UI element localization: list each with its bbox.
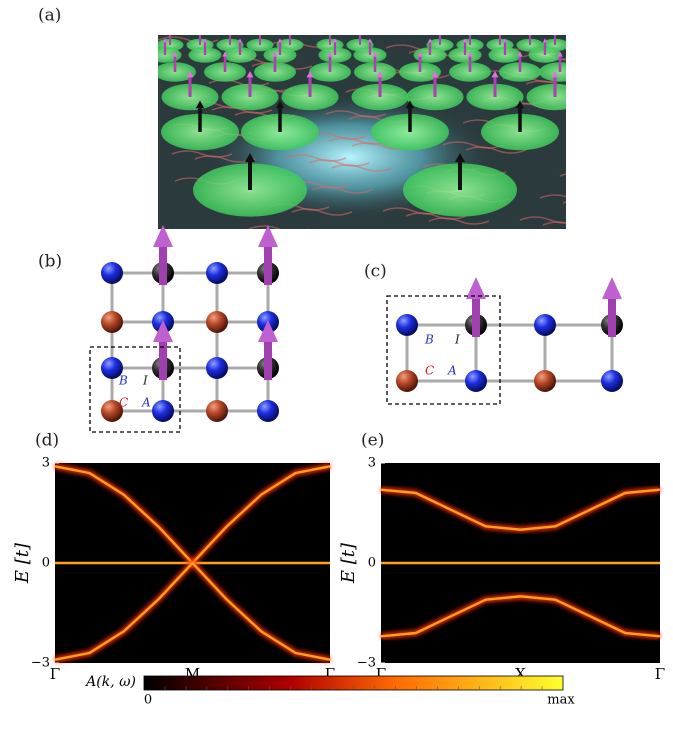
spin-head — [498, 32, 502, 35]
atom — [206, 357, 228, 379]
panel-label: (e) — [361, 431, 384, 451]
panel-label: (d) — [35, 431, 59, 451]
site-label: B — [118, 374, 128, 388]
y-tick-label: −3 — [31, 656, 50, 671]
atom — [601, 370, 623, 392]
spin-head — [468, 32, 472, 35]
site-label: B — [424, 333, 434, 347]
atom — [206, 400, 228, 422]
atom — [101, 311, 123, 333]
atom — [206, 311, 228, 333]
texture — [560, 173, 620, 179]
spin-head — [258, 32, 262, 35]
atom — [534, 314, 556, 336]
y-tick-label: 0 — [368, 556, 376, 571]
atom — [152, 400, 174, 422]
site-label: C — [119, 396, 128, 410]
y-axis-label: E [t] — [338, 542, 359, 584]
atom — [396, 370, 418, 392]
spin-head — [358, 32, 362, 35]
colorbar-label: A(k, ω) — [84, 674, 136, 690]
atom — [206, 262, 228, 284]
spin-shaft — [159, 340, 167, 380]
colorbar-min: 0 — [144, 693, 152, 708]
spin-head — [168, 32, 172, 35]
spin-shaft — [472, 297, 480, 337]
site-label: A — [141, 396, 151, 410]
atom — [101, 262, 123, 284]
atom — [534, 370, 556, 392]
spin-head — [228, 32, 232, 35]
x-tick-label: Γ — [655, 665, 665, 683]
x-tick-label: Γ — [50, 665, 60, 683]
atom — [465, 370, 487, 392]
spin-head — [466, 277, 486, 299]
atom — [257, 400, 279, 422]
y-tick-label: 0 — [42, 556, 50, 571]
y-tick-label: −3 — [357, 656, 376, 671]
site-label: C — [425, 364, 434, 378]
atom — [396, 314, 418, 336]
spin-shaft — [608, 297, 616, 337]
spin-head — [288, 32, 292, 35]
spin-head — [528, 32, 532, 35]
site-label: I — [454, 333, 460, 347]
site-label: A — [447, 364, 457, 378]
y-tick-label: 3 — [368, 456, 376, 471]
spin-head — [438, 32, 442, 35]
spin-head — [602, 277, 622, 299]
panel-label: (b) — [38, 252, 62, 272]
spin-head — [328, 32, 332, 35]
spin-head — [198, 32, 202, 35]
y-tick-label: 3 — [42, 456, 50, 471]
y-axis-label: E [t] — [12, 542, 33, 584]
panel-label: (a) — [38, 6, 61, 26]
site-label: I — [142, 374, 148, 388]
spin-shaft — [159, 245, 167, 285]
spin-shaft — [264, 340, 272, 380]
spin-head — [553, 32, 557, 35]
spin-shaft — [264, 245, 272, 285]
panel-label: (c) — [364, 262, 387, 282]
render-image — [149, 32, 624, 232]
texture — [563, 200, 623, 206]
colorbar-max: max — [547, 693, 575, 708]
figure: (a) (b) (c) BICA BICA (d)E [t]−303ΓMΓ(e)… — [0, 0, 673, 728]
